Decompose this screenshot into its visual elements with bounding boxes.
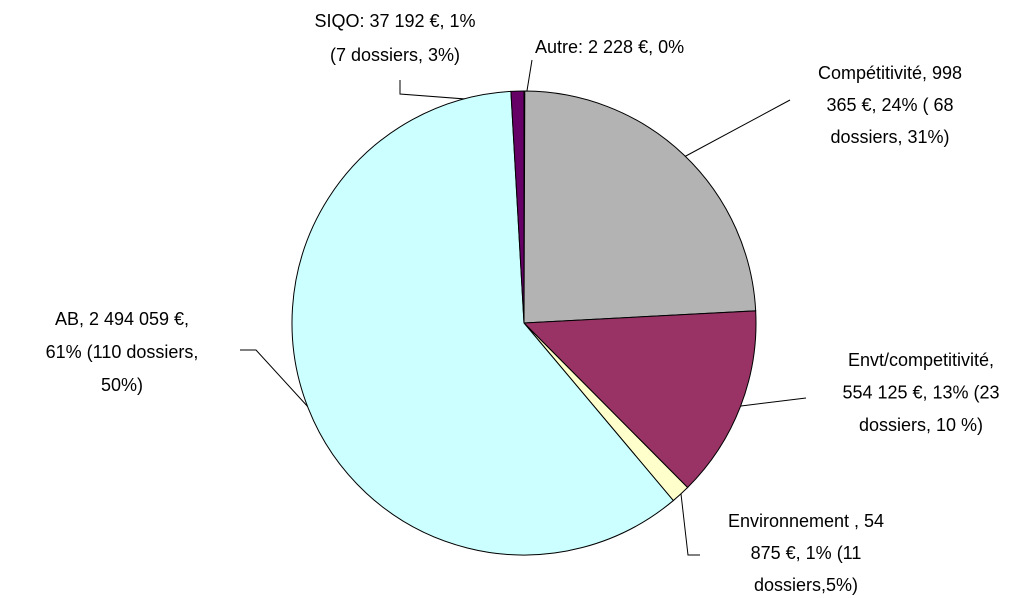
pie-slice [523,90,757,324]
slice-label: 554 125 €, 13% (23 [842,382,999,402]
leader-line [680,493,700,556]
slice-label: Compétitivité, 998 [818,63,962,83]
slice-label: 50%) [101,375,143,395]
slice-label: dossiers,5%) [754,575,858,595]
slice-label: 365 €, 24% ( 68 [826,95,953,115]
slice-label: AB, 2 494 059 €, [55,309,189,329]
slice-label: Autre: 2 228 €, 0% [535,37,684,57]
slice-label: 875 €, 1% (11 [751,543,862,563]
pie-slice [510,90,525,324]
leader-line [240,349,310,409]
slice-label: Environnement , 54 [728,511,884,531]
pie-slice [291,90,675,556]
leader-line [740,397,807,407]
slice-label: SIQO: 37 192 €, 1% [314,11,475,31]
slice-label: dossiers, 10 %) [859,415,983,435]
leader-line [683,99,791,158]
slice-label: 61% (110 dossiers, [46,342,199,362]
pie-slice [522,310,757,489]
slice-label: dossiers, 31%) [830,127,949,147]
slice-label: (7 dossiers, 3%) [330,45,460,65]
slice-label: Envt/competitivité, [848,350,994,370]
